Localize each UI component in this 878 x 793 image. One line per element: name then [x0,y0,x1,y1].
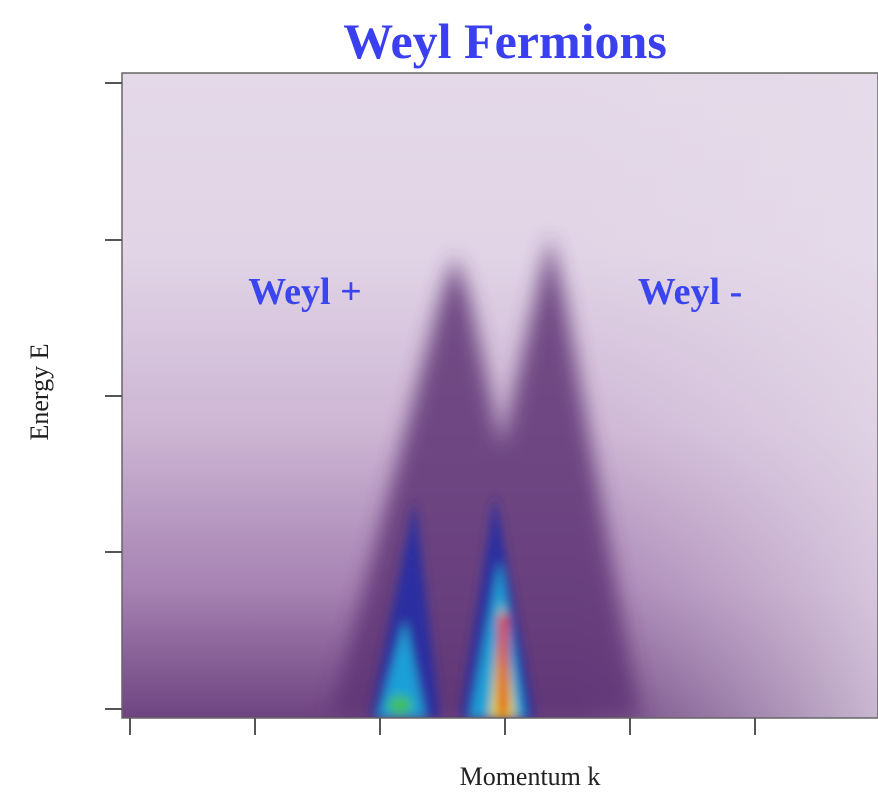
annotation: Weyl + [248,271,361,313]
y-axis-label: Energy E [25,344,54,441]
heatmap [122,73,878,718]
x-axis-label: Momentum k [460,762,601,791]
x-ticks [129,718,756,735]
y-ticks [105,82,122,710]
chart-title: Weyl Fermions [343,13,667,69]
annotation: Weyl - [638,271,742,313]
